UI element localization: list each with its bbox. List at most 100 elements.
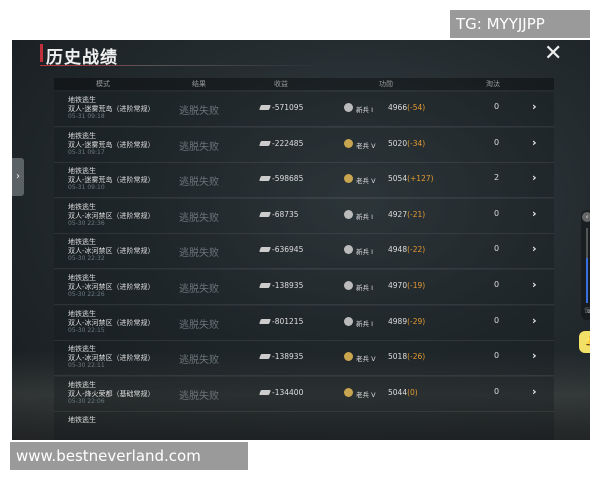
chevron-right-icon[interactable]: › (532, 349, 537, 363)
income-value: -68735 (272, 209, 299, 219)
chevron-right-icon[interactable]: › (532, 313, 537, 327)
mode-name: 地铁逃生 (68, 96, 96, 104)
match-time: 05-31 09:17 (68, 148, 105, 156)
match-time: 05-30 22:15 (68, 326, 105, 334)
mode-name: 地铁逃生 (68, 238, 96, 247)
chevron-right-icon[interactable]: › (532, 384, 537, 398)
map-name: 双人-冰河禁区（进阶常规） (68, 247, 155, 256)
rank-badge-icon (344, 387, 353, 397)
chevron-right-icon[interactable]: › (532, 278, 537, 291)
merit-score: 5018(-26) (388, 352, 425, 361)
match-time: 05-30 22:06 (68, 397, 105, 405)
volume-slider[interactable]: ‹ ☏ (581, 210, 590, 320)
rank-badge-icon (344, 316, 353, 326)
currency-icon (259, 283, 271, 288)
collapse-icon[interactable]: ‹ (582, 212, 590, 222)
slider-fill (586, 258, 588, 303)
map-name: 双人-冰河禁区（进阶常规） (68, 318, 155, 327)
watermark-top: TG: MYYJJPP (450, 10, 590, 38)
map-name: 双人-冰河禁区（进阶常规） (68, 283, 155, 291)
merit-value: 4966 (388, 103, 408, 112)
chevron-right-icon[interactable]: › (532, 135, 537, 149)
eliminations-count: 0 (494, 351, 500, 361)
income-value: -801215 (272, 316, 304, 326)
header-mode: 模式 (96, 80, 110, 88)
income-value: -134400 (272, 387, 304, 397)
table-row[interactable]: 地铁逃生 双人-冰河禁区（进阶常规） 05-30 22:26 逃脱失败 -1389… (54, 270, 554, 305)
merit-delta: (-34) (407, 138, 426, 148)
header-result: 结果 (192, 80, 206, 88)
match-result: 逃脱失败 (179, 248, 219, 260)
phone-icon[interactable]: ☏ (584, 306, 590, 315)
table-row[interactable]: 地铁逃生 双人-迷雾荒岛（进阶常规） 05-31 09:10 逃脱失败 -5986… (54, 163, 554, 199)
rank-name: 新兵 I (356, 212, 373, 221)
table-row[interactable]: 地铁逃生 双人-冰河禁区（进阶常规） 05-30 22:15 逃脱失败 -8012… (54, 305, 554, 341)
rank-badge-icon (344, 245, 353, 255)
table-row[interactable]: 地铁逃生 双人-冰河禁区（进阶常规） 05-30 22:36 逃脱失败 -6873… (54, 198, 554, 234)
match-result: 逃脱失败 (179, 284, 219, 295)
match-result: 逃脱失败 (179, 141, 219, 153)
currency-icon (259, 389, 271, 395)
merit-score: 4948(-22) (388, 245, 425, 254)
mode-name: 地铁逃生 (68, 416, 96, 425)
income-value: -598685 (272, 174, 304, 184)
rank-badge-icon (344, 352, 353, 362)
header-income: 收益 (274, 80, 288, 88)
match-time: 05-30 22:36 (68, 219, 105, 227)
rank-name: 老兵 V (356, 177, 376, 186)
match-result: 逃脱失败 (179, 106, 219, 117)
mode-name: 地铁逃生 (68, 274, 96, 282)
table-row[interactable]: 地铁逃生 双人-烽火荣都（基础常规） 05-30 22:06 逃脱失败 -1344… (54, 376, 554, 412)
chevron-right-icon[interactable]: › (532, 100, 537, 113)
chevron-right-icon[interactable]: › (532, 206, 537, 220)
header-merit: 功勋 (379, 80, 393, 88)
merit-score: 4927(-21) (388, 210, 425, 219)
rank-badge-icon (344, 174, 353, 184)
rank-badge-icon (344, 138, 353, 148)
merit-value: 4948 (388, 245, 408, 255)
merit-delta: (-21) (407, 209, 426, 219)
bell-button[interactable]: 🔔 (579, 331, 590, 353)
header-eliminations: 淘汰 (486, 80, 500, 88)
table-row[interactable]: 地铁逃生 双人-迷雾荒岛（进阶常规） 05-31 09:18 逃脱失败 -5710… (54, 92, 554, 127)
chevron-right-icon[interactable]: › (532, 242, 537, 256)
title-accent (40, 44, 43, 62)
rank-name: 老兵 V (356, 141, 376, 150)
page-title: 历史战绩 (46, 48, 118, 68)
table-row[interactable]: 地铁逃生 双人-迷雾荒岛（进阶常规） 05-31 09:17 逃脱失败 -2224… (54, 127, 554, 163)
map-name: 双人-冰河禁区（进阶常规） (68, 211, 155, 220)
side-expand-tab[interactable]: › (12, 158, 24, 196)
table-row[interactable]: 地铁逃生 双人-冰河禁区（进阶常规） 05-30 22:32 逃脱失败 -6369… (54, 234, 554, 270)
match-result: 逃脱失败 (179, 319, 219, 331)
income-value: -222485 (272, 138, 304, 148)
map-name: 双人-迷雾荒岛（进阶常规） (68, 176, 155, 185)
match-time: 05-31 09:10 (68, 184, 105, 192)
rank-name: 新兵 I (356, 319, 373, 328)
map-name: 双人-冰河禁区（进阶常规） (68, 354, 155, 363)
table-row[interactable]: 地铁逃生 双人-冰河禁区（进阶常规） 05-30 22:11 逃脱失败 -1389… (54, 341, 554, 377)
match-time: 05-30 22:32 (68, 255, 105, 263)
mode-name: 地铁逃生 (68, 345, 96, 354)
merit-score: 4989(-29) (388, 317, 425, 326)
merit-value: 4970 (388, 281, 408, 290)
close-button[interactable]: ✕ (544, 41, 563, 66)
rank-name: 新兵 I (356, 106, 373, 114)
merit-score: 5054(+127) (388, 174, 434, 183)
match-result: 逃脱失败 (179, 212, 219, 224)
eliminations-count: 0 (494, 102, 500, 111)
table-row[interactable]: 地铁逃生 (54, 412, 554, 440)
rank-name: 新兵 I (356, 248, 373, 257)
title-divider (40, 65, 330, 66)
eliminations-count: 0 (494, 280, 500, 289)
rank-name: 新兵 I (356, 284, 373, 292)
table-header: 模式 结果 收益 功勋 淘汰 (54, 78, 554, 90)
merit-delta: (-29) (407, 316, 426, 326)
map-name: 双人-迷雾荒岛（进阶常规） (68, 105, 155, 113)
eliminations-count: 0 (494, 137, 500, 147)
mode-name: 地铁逃生 (68, 131, 96, 140)
map-name: 双人-迷雾荒岛（进阶常规） (68, 140, 155, 149)
currency-icon (259, 105, 271, 110)
match-time: 05-31 09:18 (68, 113, 105, 120)
chevron-right-icon[interactable]: › (532, 171, 537, 185)
background-floor (12, 350, 590, 440)
